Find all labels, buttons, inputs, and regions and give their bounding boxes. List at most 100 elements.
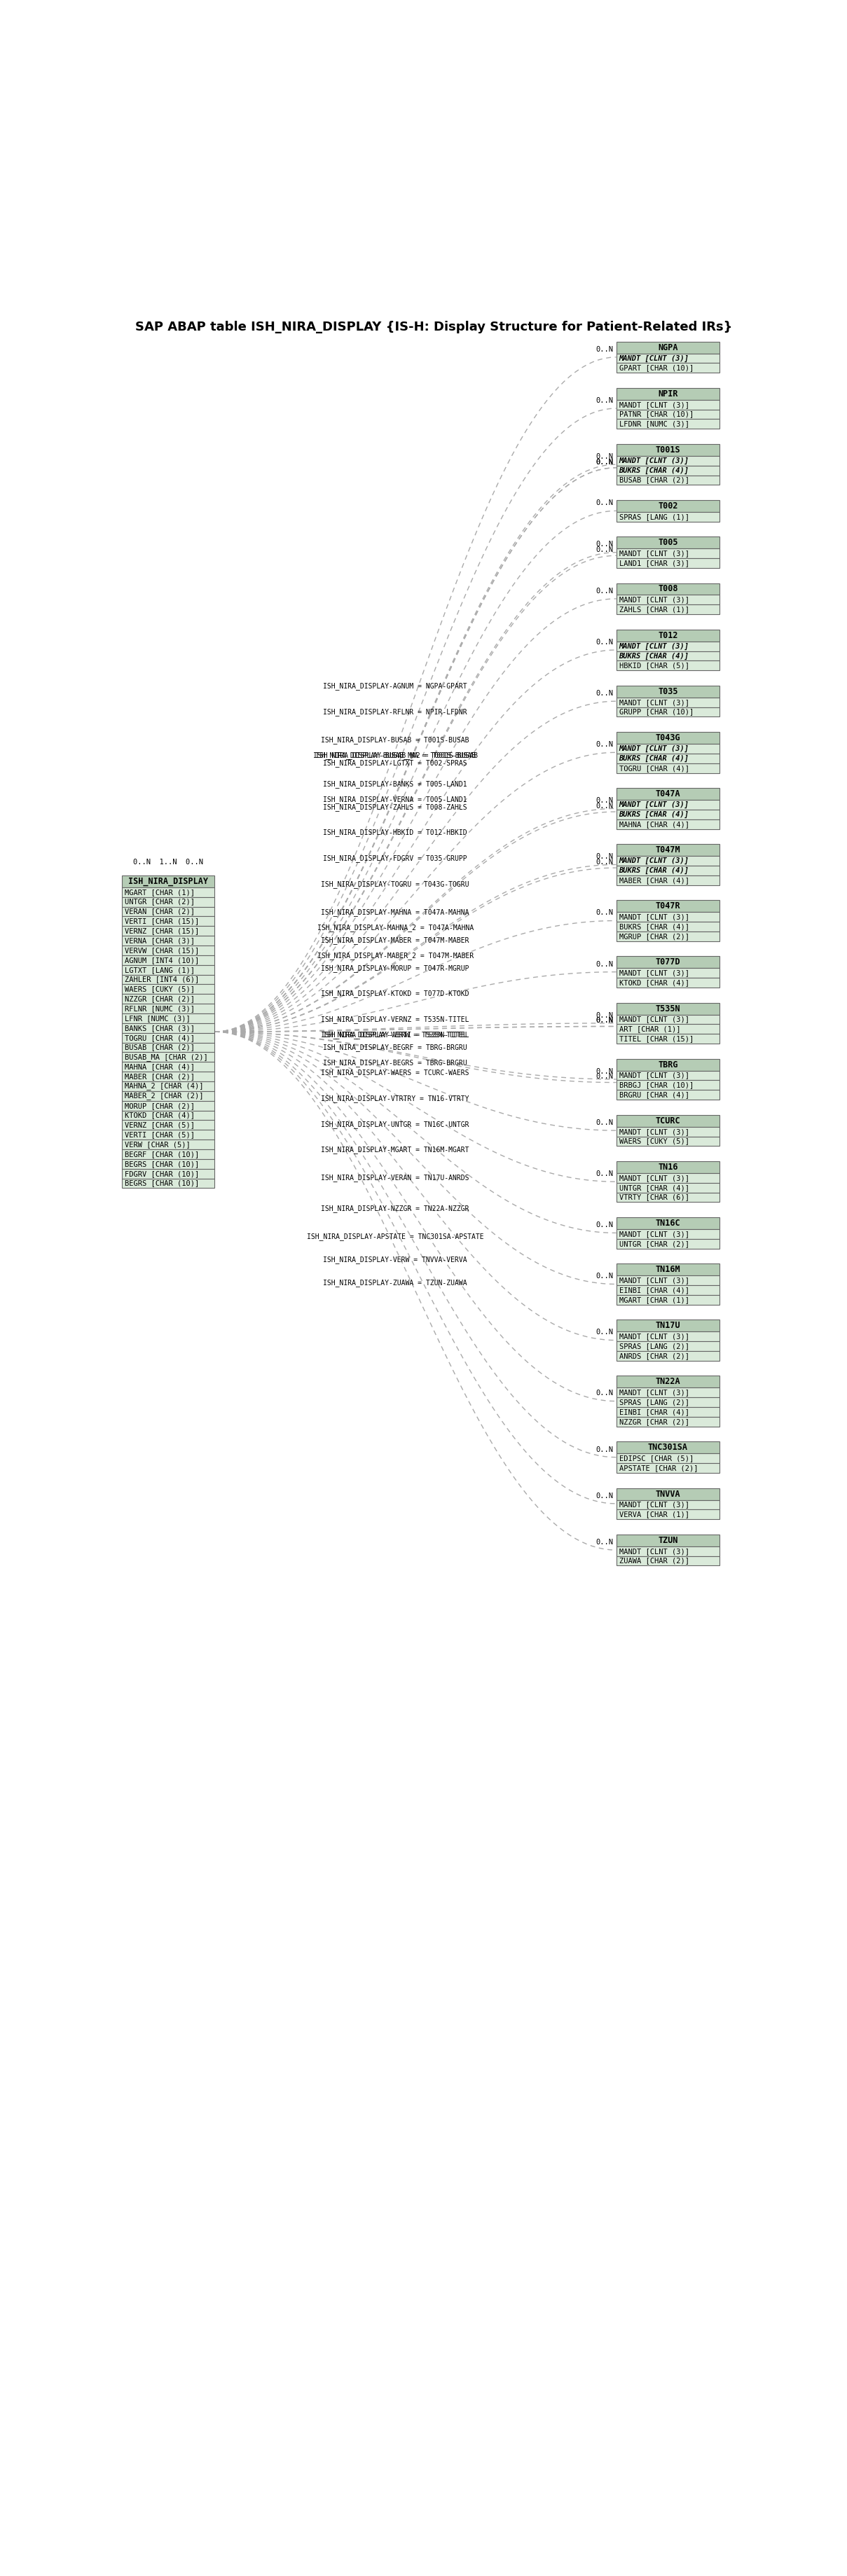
Text: BEGRF [CHAR (10)]: BEGRF [CHAR (10)] <box>125 1151 199 1157</box>
Text: ISH_NIRA_DISPLAY-VERNZ = T535N-TITEL: ISH_NIRA_DISPLAY-VERNZ = T535N-TITEL <box>321 1015 469 1023</box>
Text: 0..N: 0..N <box>596 742 613 747</box>
Bar <box>617 1510 719 1520</box>
Text: KTOKD [CHAR (4)]: KTOKD [CHAR (4)] <box>619 979 689 987</box>
Text: BUKRS [CHAR (4)]: BUKRS [CHAR (4)] <box>619 868 689 873</box>
Text: ISH_NIRA_DISPLAY-MAHNA = T047A-MAHNA: ISH_NIRA_DISPLAY-MAHNA = T047A-MAHNA <box>321 909 469 917</box>
Text: ISH_NIRA_DISPLAY-VERNA = T005-LAND1: ISH_NIRA_DISPLAY-VERNA = T005-LAND1 <box>324 796 468 804</box>
Text: UNTGR [CHAR (2)]: UNTGR [CHAR (2)] <box>125 899 195 904</box>
Bar <box>617 1072 719 1079</box>
Text: T008: T008 <box>658 585 678 592</box>
Text: ISH_NIRA_DISPLAY-VERW = T535N-TITEL: ISH_NIRA_DISPLAY-VERW = T535N-TITEL <box>324 1030 468 1038</box>
Text: VERW [CHAR (5)]: VERW [CHAR (5)] <box>125 1141 191 1149</box>
Bar <box>122 1061 214 1072</box>
Text: T047A: T047A <box>656 788 680 799</box>
Bar <box>617 1182 719 1193</box>
Text: TN16C: TN16C <box>656 1218 680 1229</box>
Bar <box>617 420 719 428</box>
Bar <box>122 984 214 994</box>
Text: MAHNA_2 [CHAR (4)]: MAHNA_2 [CHAR (4)] <box>125 1082 203 1090</box>
Text: ANRDS [CHAR (2)]: ANRDS [CHAR (2)] <box>619 1352 689 1360</box>
Bar <box>617 474 719 484</box>
Bar <box>617 659 719 670</box>
Text: VTRTY [CHAR (6)]: VTRTY [CHAR (6)] <box>619 1193 689 1200</box>
Text: 0..N: 0..N <box>596 453 613 461</box>
Bar <box>617 762 719 773</box>
Bar <box>617 1489 719 1499</box>
Text: MANDT [CLNT (3)]: MANDT [CLNT (3)] <box>619 1072 689 1079</box>
Bar <box>617 389 719 399</box>
Bar <box>617 698 719 708</box>
Text: TN22A: TN22A <box>656 1378 680 1386</box>
Text: BUSAB [CHAR (2)]: BUSAB [CHAR (2)] <box>619 477 689 484</box>
Text: BANKS [CHAR (3)]: BANKS [CHAR (3)] <box>125 1025 195 1030</box>
Text: VERAN [CHAR (2)]: VERAN [CHAR (2)] <box>125 907 195 914</box>
Bar <box>617 788 719 801</box>
Bar <box>122 1005 214 1012</box>
Text: MANDT [CLNT (3)]: MANDT [CLNT (3)] <box>619 801 689 809</box>
Text: ISH_NIRA_DISPLAY-WAERS = TCURC-WAERS: ISH_NIRA_DISPLAY-WAERS = TCURC-WAERS <box>321 1069 469 1077</box>
Text: WAERS [CUKY (5)]: WAERS [CUKY (5)] <box>125 987 195 992</box>
Bar <box>122 1051 214 1061</box>
Bar <box>617 1296 719 1303</box>
Text: ISH_NIRA_DISPLAY-MABER_2 = T047M-MABER: ISH_NIRA_DISPLAY-MABER_2 = T047M-MABER <box>317 953 473 961</box>
Bar <box>617 801 719 809</box>
Bar <box>617 1090 719 1100</box>
Text: MANDT [CLNT (3)]: MANDT [CLNT (3)] <box>619 1502 689 1507</box>
Text: MANDT [CLNT (3)]: MANDT [CLNT (3)] <box>619 1231 689 1236</box>
Text: VERTI [CHAR (15)]: VERTI [CHAR (15)] <box>125 917 199 925</box>
Text: ISH_NIRA_DISPLAY-BUSAB_MA2 = T001S-BUSAB: ISH_NIRA_DISPLAY-BUSAB_MA2 = T001S-BUSAB <box>313 752 478 760</box>
Text: UNTGR [CHAR (4)]: UNTGR [CHAR (4)] <box>619 1185 689 1190</box>
Bar <box>617 1079 719 1090</box>
Text: T047M: T047M <box>656 845 680 855</box>
Bar <box>122 896 214 907</box>
Bar <box>617 744 719 755</box>
Text: 0..N: 0..N <box>596 853 613 860</box>
Text: GRUPP [CHAR (10)]: GRUPP [CHAR (10)] <box>619 708 694 716</box>
Bar <box>617 559 719 567</box>
Bar <box>122 1092 214 1100</box>
Bar <box>617 1229 719 1239</box>
Bar <box>122 1033 214 1043</box>
Bar <box>122 1043 214 1051</box>
Text: MORUP [CHAR (2)]: MORUP [CHAR (2)] <box>125 1103 195 1110</box>
Text: ZUAWA [CHAR (2)]: ZUAWA [CHAR (2)] <box>619 1558 689 1564</box>
Text: TCURC: TCURC <box>656 1115 680 1126</box>
Text: 0..N: 0..N <box>596 459 613 466</box>
Bar <box>617 1556 719 1566</box>
Text: BRGRU [CHAR (4)]: BRGRU [CHAR (4)] <box>619 1092 689 1097</box>
Text: 0..N: 0..N <box>596 1538 613 1546</box>
Text: SAP ABAP table ISH_NIRA_DISPLAY {IS-H: Display Structure for Patient-Related IRs: SAP ABAP table ISH_NIRA_DISPLAY {IS-H: D… <box>136 322 733 332</box>
Text: AGNUM [INT4 (10)]: AGNUM [INT4 (10)] <box>125 956 199 963</box>
Text: SPRAS [LANG (2)]: SPRAS [LANG (2)] <box>619 1399 689 1406</box>
Text: BUKRS [CHAR (4)]: BUKRS [CHAR (4)] <box>619 755 689 762</box>
Bar <box>617 629 719 641</box>
Text: BEGRS [CHAR (10)]: BEGRS [CHAR (10)] <box>125 1180 199 1188</box>
Text: VERNZ [CHAR (5)]: VERNZ [CHAR (5)] <box>125 1121 195 1128</box>
Text: MANDT [CLNT (3)]: MANDT [CLNT (3)] <box>619 1332 689 1340</box>
Bar <box>122 1131 214 1139</box>
Bar <box>617 1546 719 1556</box>
Bar <box>122 1170 214 1177</box>
Bar <box>617 513 719 520</box>
Text: APSTATE [CHAR (2)]: APSTATE [CHAR (2)] <box>619 1466 698 1471</box>
Text: 0..N: 0..N <box>596 804 613 809</box>
Bar <box>122 1023 214 1033</box>
Bar <box>617 1388 719 1396</box>
Text: 0..N: 0..N <box>596 397 613 404</box>
Bar <box>122 886 214 896</box>
Text: MANDT [CLNT (3)]: MANDT [CLNT (3)] <box>619 402 689 407</box>
Text: BUKRS [CHAR (4)]: BUKRS [CHAR (4)] <box>619 652 689 659</box>
Bar <box>617 855 719 866</box>
Text: MANDT [CLNT (3)]: MANDT [CLNT (3)] <box>619 1278 689 1283</box>
Bar <box>617 1015 719 1025</box>
Text: EINBI [CHAR (4)]: EINBI [CHAR (4)] <box>619 1409 689 1414</box>
Text: MANDT [CLNT (3)]: MANDT [CLNT (3)] <box>619 1548 689 1553</box>
Bar <box>122 945 214 956</box>
Text: NZZGR [CHAR (2)]: NZZGR [CHAR (2)] <box>125 994 195 1002</box>
Text: SPRAS [LANG (1)]: SPRAS [LANG (1)] <box>619 513 689 520</box>
Text: NZZGR [CHAR (2)]: NZZGR [CHAR (2)] <box>619 1419 689 1425</box>
Text: 0..N: 0..N <box>596 1018 613 1025</box>
Bar <box>617 819 719 829</box>
Text: HBKID [CHAR (5)]: HBKID [CHAR (5)] <box>619 662 689 670</box>
Text: NPIR: NPIR <box>658 389 678 399</box>
